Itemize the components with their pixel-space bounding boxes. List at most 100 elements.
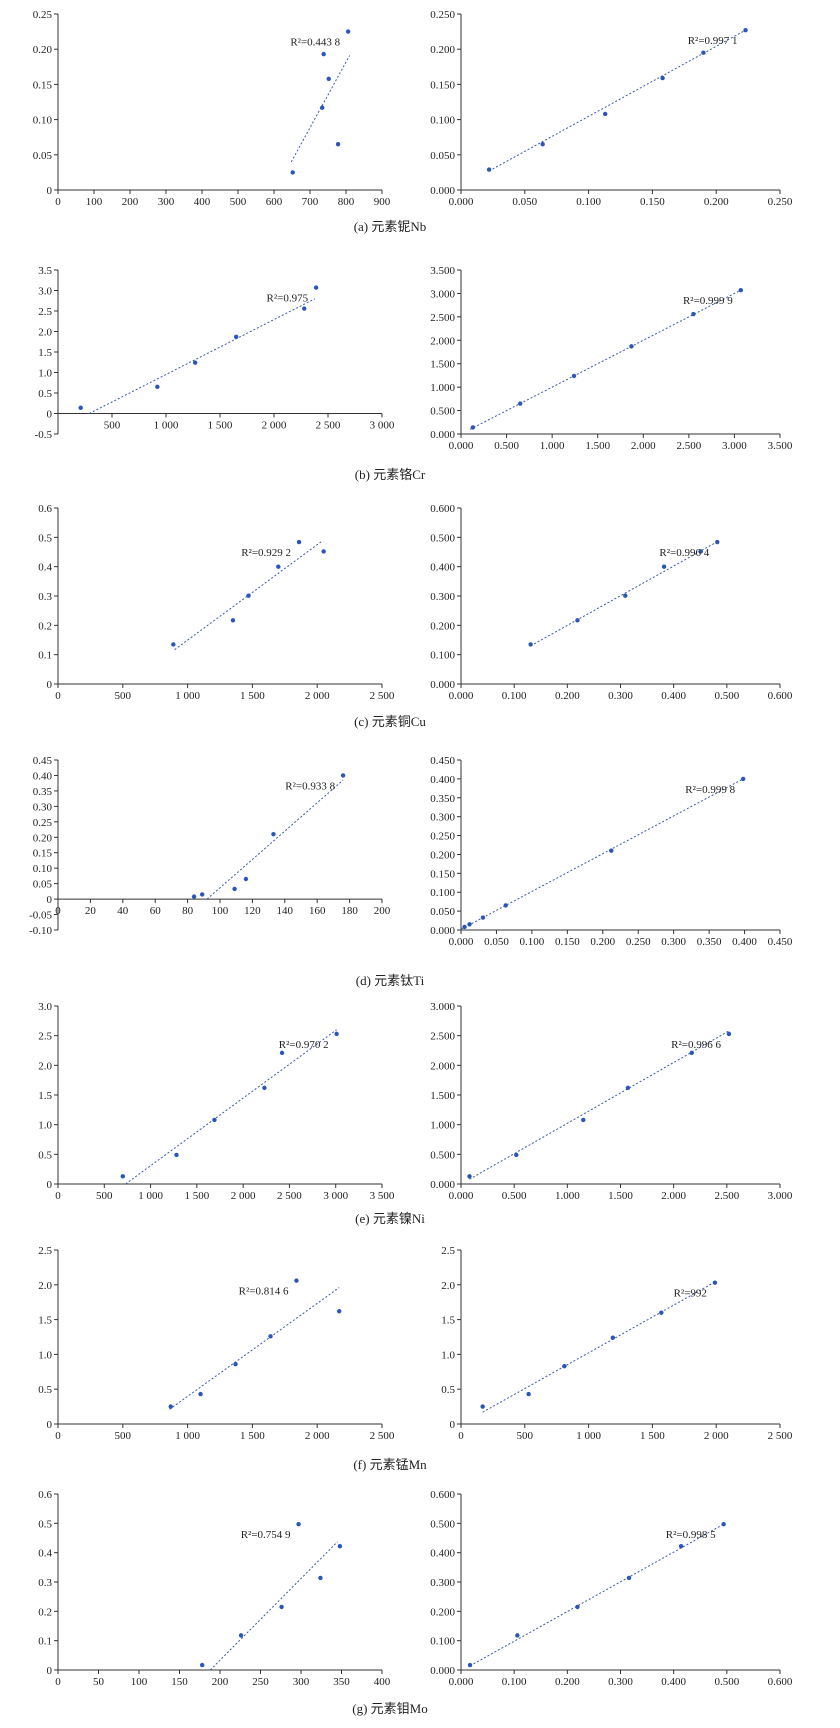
chart-3-ytick-label-2: 1.000 [430,382,455,394]
chart-5-point-1 [575,618,580,623]
chart-9-point-0 [467,1174,472,1179]
chart-0: 0 0.05 0.10 0.15 0.20 0.25 0 100 200 300 400 500 600… [33,9,391,208]
chart-9-xtick-label-5: 2.500 [714,1190,739,1202]
chart-9-ytick-label-3: 1.500 [430,1090,455,1102]
chart-11-trendline [482,1281,716,1413]
chart-9-point-2 [581,1117,586,1123]
chart-13-point-5 [721,1522,726,1527]
chart-4-r2-label: R²=0.929 2 [241,547,291,559]
chart-13-trendline [469,1523,724,1667]
chart-5: 0.000 0.100 0.200 0.300 0.400 0.500 0.600 0.000… [430,503,793,702]
chart-8-ytick-label-6: 3.0 [38,1001,52,1013]
chart-2-point-2 [192,360,198,365]
chart-12-ytick-label-2: 0.2 [38,1606,52,1618]
chart-7-ytick-label-8: 0.400 [430,774,455,786]
chart-6-r2-label: R²=0.933 8 [285,780,335,792]
chart-5-ytick-label-1: 0.100 [430,650,455,662]
chart-5-point-2 [623,593,628,598]
chart-12-point-0 [199,1662,205,1668]
chart-8-point-5 [334,1031,339,1037]
chart-13-xtick-label-4: 0.400 [661,1676,686,1688]
chart-0-point-2 [321,51,326,57]
chart-6-ytick-label-1: -0.05 [29,910,52,922]
chart-2-trendline [89,298,316,414]
chart-11-ytick-label-0: 0 [450,1419,456,1431]
chart-6-ytick-label-2: 0 [47,894,53,906]
chart-5-ytick-label-3: 0.300 [430,591,455,603]
chart-4-xtick-label-2: 1 000 [175,690,200,702]
chart-0-xtick-label-1: 100 [86,196,103,208]
chart-2-xtick-label-5: 2 500 [316,420,341,432]
chart-8-xtick-label-4: 2 000 [231,1190,256,1202]
chart-4-point-4 [296,539,302,545]
chart-10-xtick-label-0: 0 [55,1430,61,1442]
chart-2-ytick-label-8: 3.5 [38,265,52,277]
chart-9-ytick-label-2: 1.000 [430,1120,455,1132]
caption-g: (g) 元素钼Mo [352,1701,427,1716]
chart-4-point-1 [230,618,236,623]
chart-3-ytick-label-7: 3.500 [430,265,455,277]
chart-12-ytick-label-3: 0.3 [38,1577,52,1589]
chart-2-point-1 [155,384,160,390]
caption-b: (b) 元素铬Cr [355,467,426,482]
chart-1-xtick-label-0: 0.000 [449,196,474,208]
chart-4-xtick-label-1: 500 [115,690,132,702]
chart-1-r2-label: R²=0.997 1 [688,35,738,47]
chart-3-r2-label: R²=0.999 9 [683,295,733,307]
chart-7-xtick-label-1: 0.050 [484,936,509,948]
chart-2-point-5 [313,285,319,290]
chart-11-xtick-label-1: 500 [517,1430,534,1442]
chart-5-xtick-label-5: 0.500 [714,690,739,702]
chart-2-point-0 [78,405,83,410]
chart-10-ytick-label-3: 1.5 [38,1315,52,1327]
chart-9-xtick-label-6: 3.000 [768,1190,793,1202]
chart-7-ytick-label-3: 0.150 [430,868,455,880]
chart-8-xtick-label-6: 3 000 [323,1190,348,1202]
chart-2-ytick-label-6: 2.5 [38,306,52,318]
chart-7-point-2 [480,915,486,920]
chart-5-ytick-label-5: 0.500 [430,532,455,544]
chart-13-xtick-label-3: 0.300 [608,1676,633,1688]
chart-6: -0.10-0.0500.050.100.150.200.250.300.350… [29,755,391,937]
chart-7-ytick-label-4: 0.200 [430,849,455,861]
chart-10-xtick-label-5: 2 500 [370,1430,395,1442]
chart-2-ytick-label-1: 0 [47,409,53,421]
chart-13: 0.000 0.100 0.200 0.300 0.400 0.500 0.600 0.000… [430,1489,793,1688]
chart-8-ytick-label-3: 1.5 [38,1090,52,1102]
chart-6-point-1 [199,892,205,897]
chart-4-ytick-label-6: 0.6 [38,503,52,515]
chart-10-ytick-label-4: 2.0 [38,1280,52,1292]
chart-1-ytick-label-2: 0.100 [430,115,455,127]
chart-11-ytick-label-5: 2.5 [441,1245,455,1257]
chart-10-xtick-label-3: 1 500 [240,1430,265,1442]
chart-9-xtick-label-4: 2.000 [661,1190,686,1202]
chart-13-point-4 [678,1544,684,1549]
chart-6-ytick-label-0: -0.10 [29,925,52,937]
chart-2-xtick-label-6: 3 000 [370,420,395,432]
chart-3-point-5 [738,287,744,293]
chart-6-xtick-label-8: 160 [309,905,326,917]
chart-11-xtick-label-0: 0 [458,1430,464,1442]
chart-7-trendline [460,778,744,930]
chart-0-point-4 [335,142,341,147]
chart-0-xtick-label-6: 600 [266,196,283,208]
chart-13-point-2 [575,1604,580,1610]
chart-5-xtick-label-6: 0.600 [768,690,793,702]
caption-e-text: (e) 元素镍Ni [355,1211,425,1226]
chart-8-xtick-label-7: 3 500 [370,1190,395,1202]
chart-1-xtick-label-2: 0.100 [576,196,601,208]
chart-5-xtick-label-1: 0.100 [502,690,527,702]
chart-12-xtick-label-6: 300 [293,1676,310,1688]
caption-f-text: (f) 元素锰Mn [353,1457,427,1472]
chart-1-point-0 [486,167,492,172]
chart-12-xtick-label-7: 350 [333,1676,350,1688]
chart-8-ytick-label-5: 2.5 [38,1031,52,1043]
chart-12-xtick-label-3: 150 [171,1676,188,1688]
chart-2-ytick-label-5: 2.0 [38,327,52,339]
chart-7-ytick-label-5: 0.250 [430,831,455,843]
chart-11-ytick-label-1: 0.5 [441,1384,455,1396]
chart-8-point-1 [174,1152,179,1158]
chart-2-point-4 [302,306,307,311]
chart-6-xtick-label-5: 100 [212,905,229,917]
